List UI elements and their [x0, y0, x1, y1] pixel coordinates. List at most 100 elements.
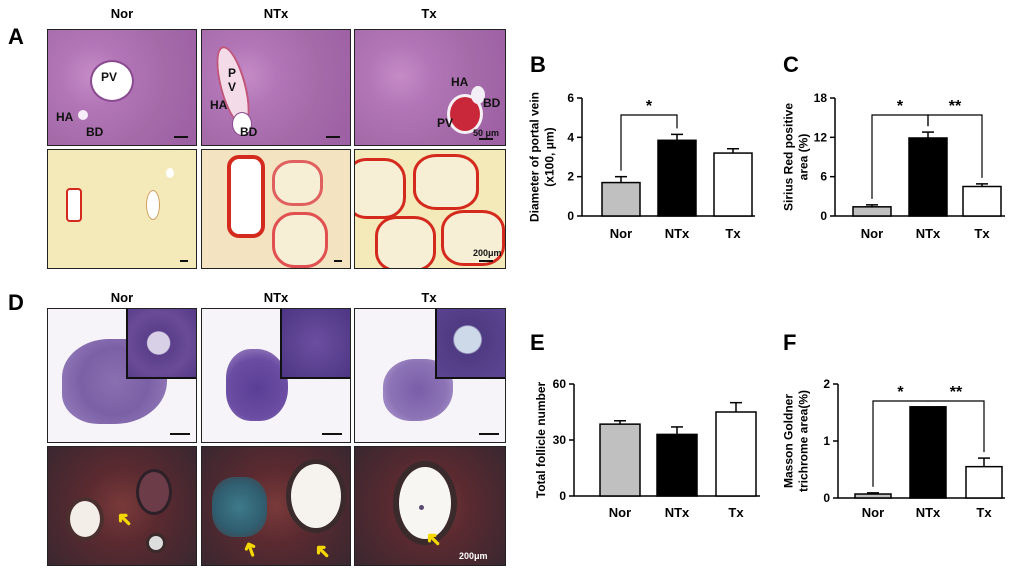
y-tick-label: 4: [567, 130, 574, 144]
significance-label: *: [897, 384, 904, 401]
y-axis-label: Sirius Red positive: [782, 103, 796, 211]
y-axis-label: Diameter of portal vein: [528, 92, 542, 222]
label-v: V: [228, 80, 237, 94]
y-tick-label: 30: [553, 433, 567, 447]
scale-bar: [479, 260, 493, 262]
label-p: P: [228, 66, 237, 80]
liver-sirius-tx-image: 200μm: [354, 149, 506, 269]
significance-bracket: [927, 114, 983, 178]
ovary-inset-tx: [435, 309, 505, 379]
panel-label-c: C: [783, 52, 799, 77]
y-axis-label: (x100, μm): [543, 127, 557, 186]
x-tick-label: Nor: [861, 226, 883, 241]
liver-he-tx-image: HA BD PV 50 μm: [354, 29, 506, 146]
x-tick-label: Nor: [610, 226, 632, 241]
significance-label: **: [949, 98, 962, 115]
bar-nor: [852, 206, 892, 217]
panel-label-f: F: [783, 330, 797, 355]
bar-nor: [601, 181, 641, 217]
chart-e: 0 30 60 Total follicle number Nor NTx Tx: [534, 377, 760, 520]
ovary-masson-nor-image: ➜: [47, 446, 197, 566]
chart-c: 0 6 12 18 Sirius Red positive area (%) Nor NTx T…: [782, 91, 1005, 241]
ovary-he-tx-image: [354, 308, 506, 443]
bar-nor: [599, 423, 641, 497]
y-tick-label: 6: [820, 170, 827, 184]
y-axis-label: trichrome area(%): [797, 390, 811, 492]
panel-label-b: B: [530, 52, 546, 77]
bar-ntx: [656, 433, 698, 497]
y-axis-label: area (%): [797, 134, 811, 181]
label-ha: HA: [451, 75, 469, 89]
scale-bar: [326, 136, 340, 138]
col-title-ntx-d: NTx: [263, 290, 289, 305]
ovary-masson-tx-image: ➜ 200μm: [354, 446, 506, 566]
scale-text: 50 μm: [473, 128, 500, 138]
bar-tx: [962, 185, 1002, 217]
chart-f: 0 1 2 Masson Goldner trichrome area(%) Nor NTx…: [782, 377, 1005, 520]
label-ha: HA: [56, 110, 74, 124]
significance-bracket: [620, 114, 678, 171]
significance-label: *: [646, 98, 653, 115]
scale-bar: [479, 433, 499, 435]
panel-label-d: D: [8, 290, 24, 315]
col-title-tx-d: Tx: [421, 290, 437, 305]
y-tick-label: 2: [567, 170, 574, 184]
scale-bar: [334, 260, 342, 262]
col-title-ntx-a: NTx: [263, 6, 289, 21]
scale-bar: [479, 138, 493, 140]
x-tick-label: NTx: [916, 505, 941, 520]
scale-bar: [322, 433, 342, 435]
bar-ntx: [657, 139, 697, 217]
x-tick-label: Tx: [728, 505, 744, 520]
label-bd: BD: [240, 125, 258, 139]
bar-tx: [965, 465, 1003, 499]
y-axis-label: Total follicle number: [534, 381, 548, 498]
y-tick-label: 6: [567, 91, 574, 105]
significance-label: *: [897, 98, 904, 115]
liver-sirius-ntx-image: [201, 149, 351, 269]
liver-he-ntx-image: P V HA BD: [201, 29, 351, 146]
col-title-nor-a: Nor: [110, 6, 134, 21]
x-tick-label: NTx: [665, 505, 690, 520]
scale-bar: [180, 260, 188, 262]
x-tick-label: Tx: [976, 505, 992, 520]
ovary-inset-ntx: [280, 309, 350, 379]
panel-label-a: A: [8, 24, 24, 49]
ovary-he-ntx-image: [201, 308, 351, 443]
x-tick-label: Tx: [725, 226, 741, 241]
x-tick-label: Tx: [974, 226, 990, 241]
col-title-nor-d: Nor: [110, 290, 134, 305]
chart-b: 0 2 4 6 Diameter of portal vein (x100, μm) Nor…: [528, 91, 755, 241]
y-tick-label: 12: [814, 130, 828, 144]
scale-text: 200μm: [473, 248, 502, 258]
ovary-masson-ntx-image: ➜ ➜: [201, 446, 351, 566]
label-ha: HA: [210, 98, 228, 112]
liver-he-nor-image: PV HA BD: [47, 29, 197, 146]
panel-label-e: E: [530, 330, 545, 355]
scale-bar: [170, 433, 190, 435]
y-tick-label: 0: [559, 489, 566, 503]
ovary-inset-nor: [126, 309, 196, 379]
liver-sirius-nor-image: [47, 149, 197, 269]
x-tick-label: Nor: [609, 505, 631, 520]
bar-ntx: [908, 137, 948, 217]
y-tick-label: 0: [823, 491, 830, 505]
x-tick-label: NTx: [665, 226, 690, 241]
label-bd: BD: [483, 96, 501, 110]
y-tick-label: 1: [823, 434, 830, 448]
bar-tx: [715, 411, 757, 497]
y-tick-label: 18: [814, 91, 828, 105]
y-tick-label: 0: [820, 209, 827, 223]
y-tick-label: 0: [567, 209, 574, 223]
significance-bracket: [927, 400, 985, 453]
bar-tx: [713, 152, 753, 217]
scale-text: 200μm: [459, 551, 488, 561]
label-bd: BD: [86, 125, 104, 139]
x-tick-label: NTx: [916, 226, 941, 241]
y-tick-label: 60: [553, 377, 567, 391]
significance-label: **: [950, 384, 963, 401]
bar-nor: [854, 493, 892, 499]
label-pv: PV: [437, 116, 454, 130]
y-tick-label: 2: [823, 377, 830, 391]
